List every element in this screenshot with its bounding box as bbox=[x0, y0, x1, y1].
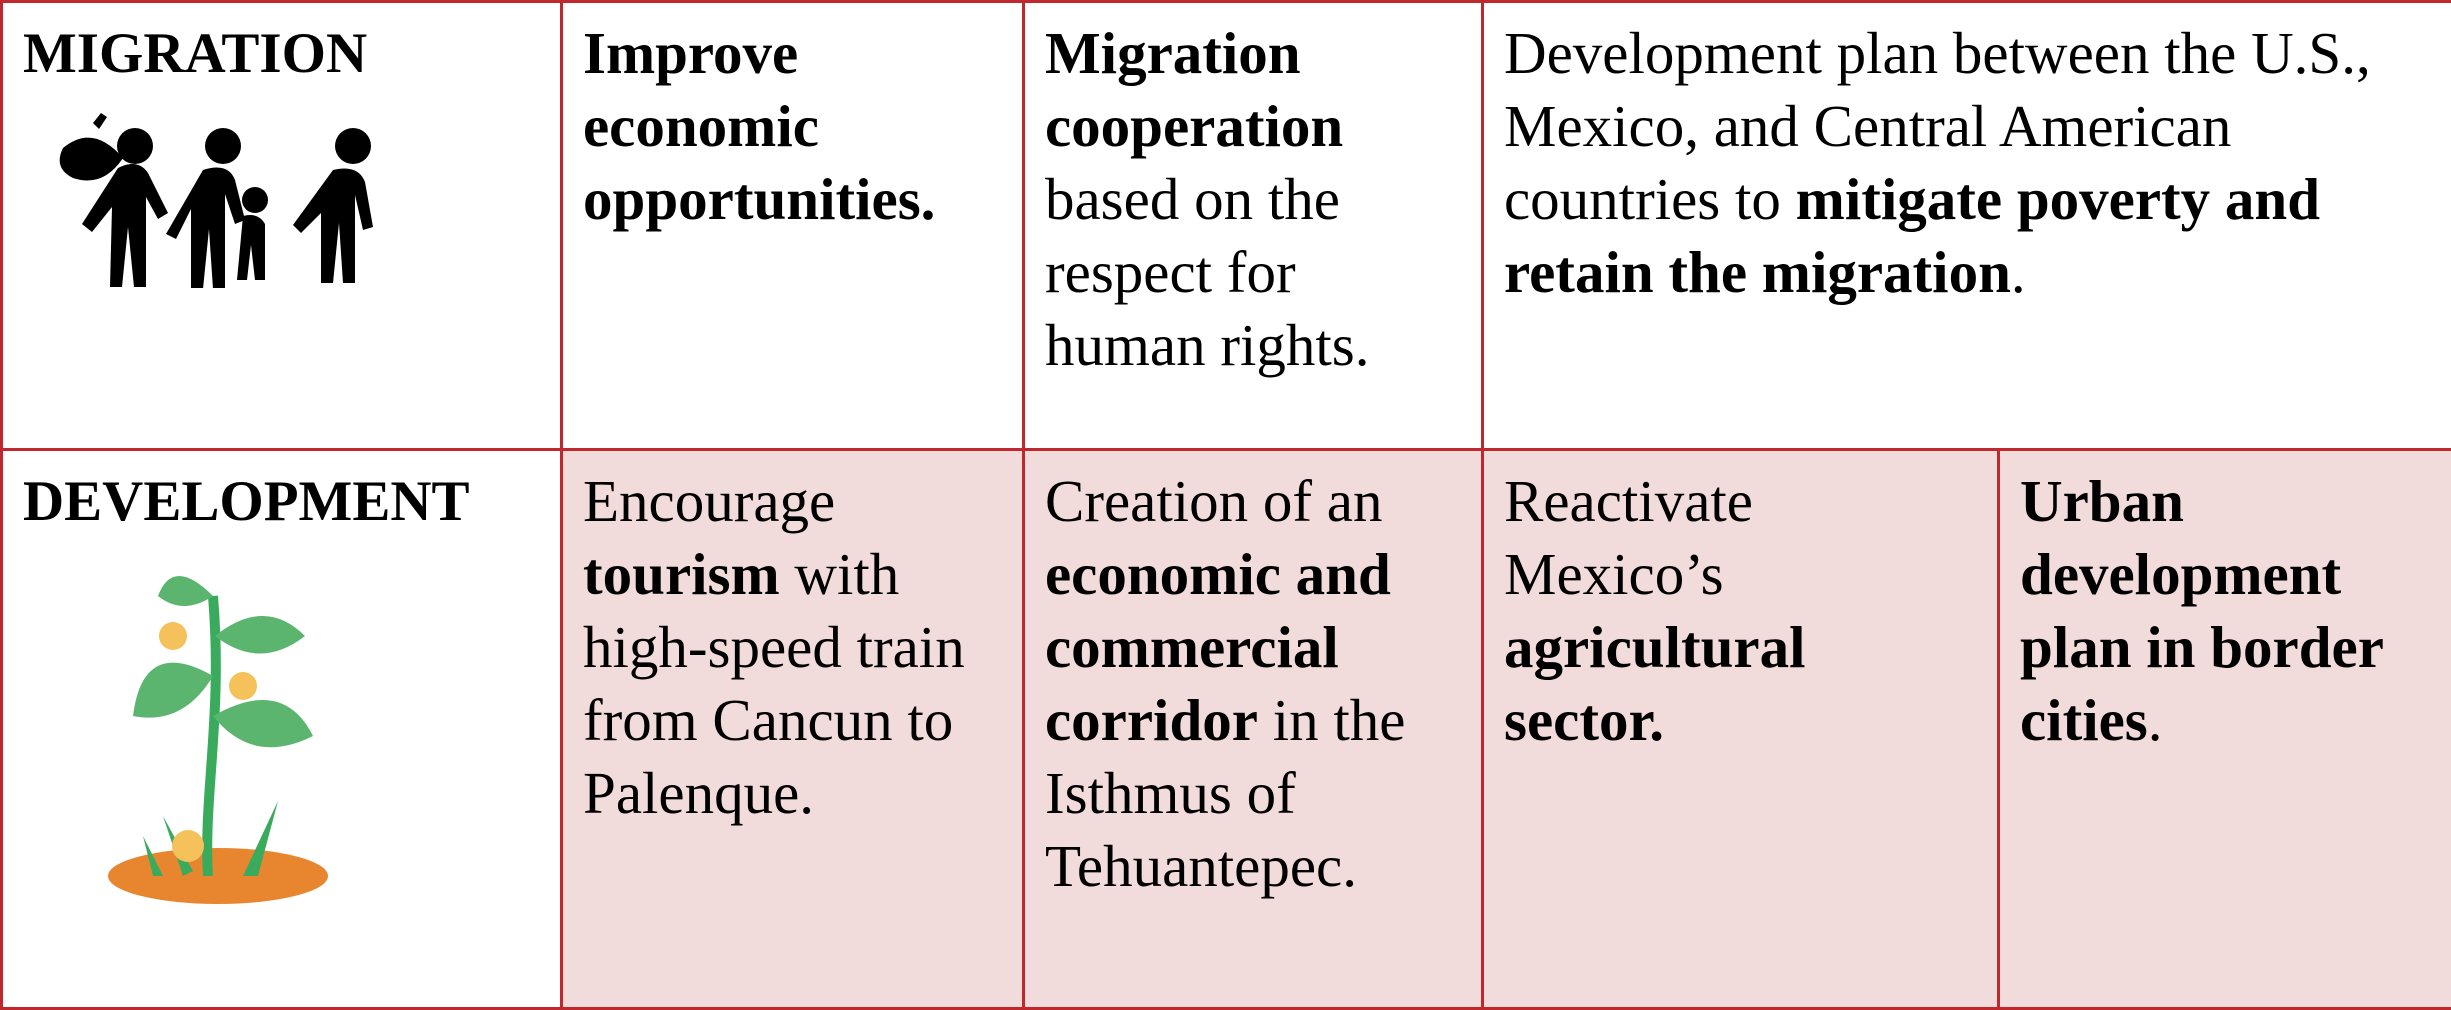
row: MIGRATION Improve economic opportunities… bbox=[2, 2, 2451, 450]
table-cell: Improve economic opportunities. bbox=[562, 2, 1024, 450]
table-cell: Encourage tourism with high-speed train … bbox=[562, 450, 1024, 1009]
text: Creation of an bbox=[1045, 468, 1383, 534]
bold-text: Improve economic opportunities. bbox=[583, 20, 935, 232]
bold-text: agricultural sector. bbox=[1504, 614, 1806, 753]
table-cell: Migration cooperation based on the respe… bbox=[1024, 2, 1483, 450]
row: DEVELOPMENT Encourage tourism with high-… bbox=[2, 450, 2451, 1009]
text: . bbox=[2011, 239, 2026, 305]
row-label: MIGRATION bbox=[23, 17, 540, 90]
text: Reactivate Mexico’s bbox=[1504, 468, 1753, 607]
table-cell: Urban development plan in border cities. bbox=[1999, 450, 2451, 1009]
text: Encourage bbox=[583, 468, 835, 534]
table-cell: Reactivate Mexico’s agricultural sector. bbox=[1483, 450, 1999, 1009]
bold-text: Urban development plan in border cities bbox=[2020, 468, 2383, 753]
table-cell: Development plan between the U.S., Mexic… bbox=[1483, 2, 2451, 450]
migration-icon bbox=[23, 108, 383, 288]
row-label: DEVELOPMENT bbox=[23, 465, 540, 538]
text: . bbox=[2148, 687, 2163, 753]
row-label-cell: DEVELOPMENT bbox=[2, 450, 562, 1009]
bold-text: tourism bbox=[583, 541, 780, 607]
row-label-cell: MIGRATION bbox=[2, 2, 562, 450]
bold-text: Migration cooperation bbox=[1045, 20, 1343, 159]
text: based on the respect for human rights. bbox=[1045, 166, 1369, 378]
development-icon bbox=[23, 556, 383, 926]
table-cell: Creation of an economic and commercial c… bbox=[1024, 450, 1483, 1009]
